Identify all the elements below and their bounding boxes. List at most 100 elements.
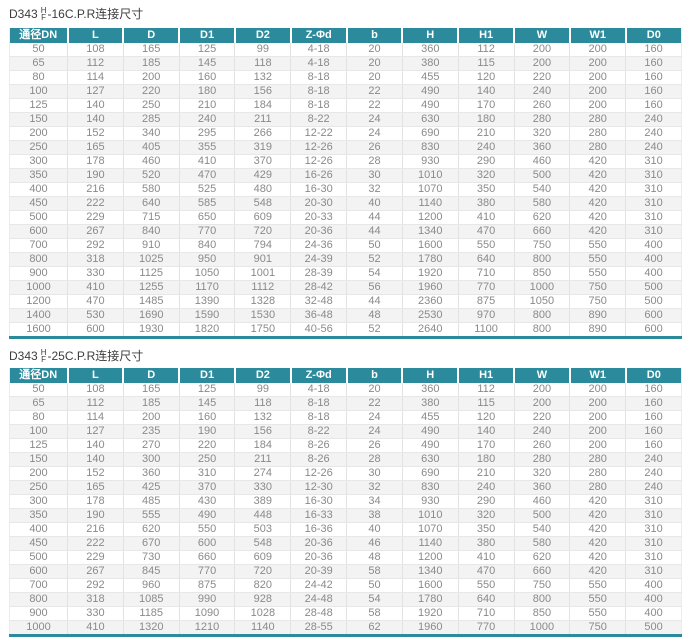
table-cell: 28: [346, 452, 403, 467]
table-cell: 12-22: [290, 126, 348, 141]
table-row: 1000 410 1320 1210 1140 28-55 62 1960 770 1000 750…: [9, 620, 682, 636]
table-cell: 503: [234, 522, 292, 537]
table-cell: 910: [123, 238, 180, 253]
table-cell: 20-39: [290, 564, 348, 579]
table-cell: 1010: [402, 508, 459, 523]
table-cell: 1320: [123, 620, 180, 636]
table-cell: 240: [514, 84, 571, 99]
table-cell: 450: [9, 196, 68, 211]
table-row: 150 140 285 240 211 8-22 24 630 180 280 280 240: [9, 112, 682, 127]
table-cell: 830: [402, 480, 459, 495]
table-cell: 54: [346, 592, 403, 607]
table-cell: 600: [625, 308, 682, 323]
table-cell: 830: [402, 140, 459, 155]
table-cell: 118: [234, 56, 292, 71]
table-cell: 690: [402, 466, 459, 481]
table-cell: 319: [234, 140, 292, 155]
table-cell: 620: [514, 550, 571, 565]
table-cell: 2530: [402, 308, 459, 323]
table-cell: 1530: [234, 308, 292, 323]
table-cell: 48: [346, 550, 403, 565]
table-cell: 550: [569, 238, 627, 253]
table-cell: 160: [625, 98, 682, 113]
table-cell: 845: [123, 564, 180, 579]
column-header: W1: [568, 368, 626, 383]
table-cell: 1390: [179, 294, 236, 309]
table-cell: 670: [123, 536, 180, 551]
table-row: 600 267 845 770 720 20-39 58 1340 470 660 420 310: [9, 564, 682, 579]
table-cell: 160: [625, 383, 682, 397]
table-cell: 24-42: [290, 578, 348, 593]
table-cell: 750: [569, 294, 627, 309]
table-cell: 160: [625, 84, 682, 99]
table-cell: 20: [346, 70, 403, 85]
table-cell: 24-48: [290, 592, 348, 607]
table-cell: 840: [179, 238, 236, 253]
table-cell: 930: [402, 154, 459, 169]
table-cell: 4-18: [290, 56, 348, 71]
table-cell: 500: [9, 210, 68, 225]
table-cell: 720: [234, 224, 292, 239]
table-cell: 280: [569, 480, 627, 495]
table-cell: 1328: [234, 294, 292, 309]
table-cell: 40: [346, 196, 403, 211]
table-cell: 200: [569, 98, 627, 113]
table-cell: 210: [458, 126, 515, 141]
title-suffix: -16C.P.R连接尺寸: [47, 7, 144, 21]
table-cell: 270: [123, 438, 180, 453]
table-cell: 48: [346, 308, 403, 323]
table-cell: 125: [9, 98, 68, 113]
table-cell: 165: [123, 43, 180, 57]
table-cell: 420: [569, 550, 627, 565]
table-cell: 211: [234, 112, 292, 127]
table-cell: 310: [625, 224, 682, 239]
table-row: 450 222 640 585 548 20-30 40 1140 380 580 420 310: [9, 196, 682, 211]
table-cell: 8-18: [290, 84, 348, 99]
column-header: W: [513, 368, 570, 383]
table-cell: 16-36: [290, 522, 348, 537]
table-cell: 220: [514, 410, 571, 425]
column-header: 通径DN: [9, 368, 68, 383]
table-cell: 185: [123, 56, 180, 71]
table-cell: 429: [234, 168, 292, 183]
table-cell: 470: [179, 168, 236, 183]
table-cell: 125: [9, 438, 68, 453]
table-cell: 310: [625, 564, 682, 579]
table-cell: 16-26: [290, 168, 348, 183]
table-cell: 720: [234, 564, 292, 579]
table-cell: 460: [514, 154, 571, 169]
table-cell: 770: [179, 224, 236, 239]
table-cell: 50: [346, 238, 403, 253]
table-cell: 300: [123, 452, 180, 467]
column-header: L: [66, 368, 124, 383]
title-suffix: -25C.P.R连接尺寸: [47, 349, 144, 363]
table-cell: 12-26: [290, 466, 348, 481]
table-cell: 455: [402, 70, 459, 85]
table-cell: 62: [346, 620, 403, 636]
table-cell: 1090: [179, 606, 236, 621]
table-cell: 8-18: [290, 396, 348, 411]
table-cell: 160: [625, 396, 682, 411]
table-cell: 310: [625, 154, 682, 169]
table-cell: 200: [514, 396, 571, 411]
table-cell: 267: [67, 224, 124, 239]
table-cell: 420: [569, 494, 627, 509]
table-cell: 500: [625, 620, 682, 636]
table-cell: 99: [234, 43, 292, 57]
table-cell: 26: [346, 438, 403, 453]
table-cell: 1920: [402, 266, 459, 281]
table-cell: 58: [346, 564, 403, 579]
table-row: 500 229 715 650 609 20-33 44 1200 410 620 420 310: [9, 210, 682, 225]
table-cell: 240: [625, 466, 682, 481]
table-cell: 448: [234, 508, 292, 523]
table-cell: 150: [9, 452, 68, 467]
table-cell: 330: [67, 266, 124, 281]
table-cell: 220: [123, 84, 180, 99]
table-cell: 30: [346, 168, 403, 183]
table-row: 900 330 1125 1050 1001 28-39 54 1920 710 850 550 40…: [9, 266, 682, 281]
table-cell: 44: [346, 210, 403, 225]
table-cell: 500: [625, 294, 682, 309]
table-row: 300 178 460 410 370 12-26 28 930 290 460 420 310: [9, 154, 682, 169]
table-cell: 1600: [402, 238, 459, 253]
table-cell: 20: [346, 383, 403, 397]
